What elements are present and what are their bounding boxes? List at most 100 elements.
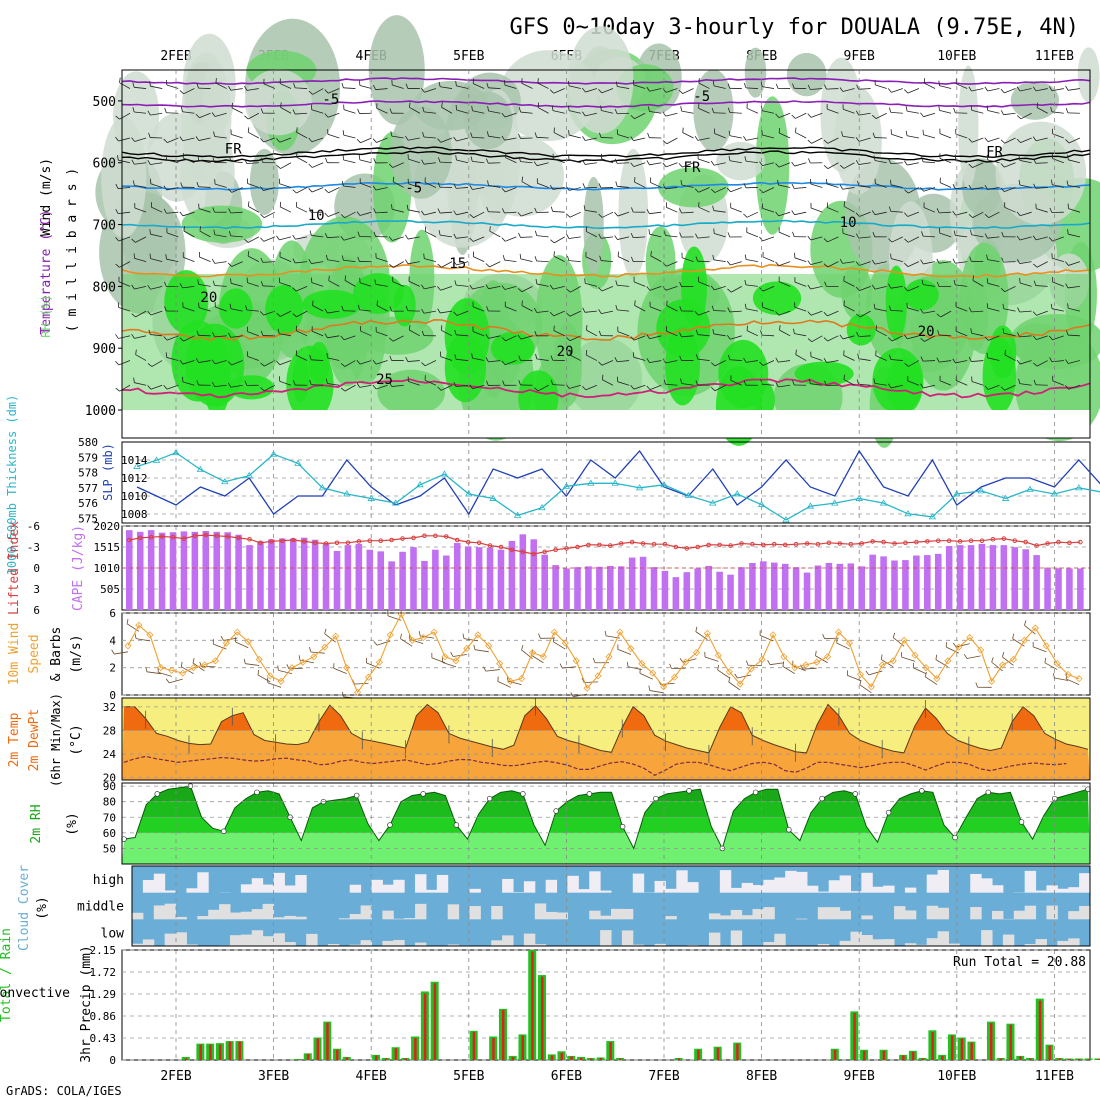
cloud-bar — [719, 870, 732, 893]
cape-bar — [803, 572, 811, 610]
wind-barb — [359, 384, 372, 388]
cloud-bar — [229, 935, 242, 946]
wind-barb — [614, 158, 618, 164]
wind-barb — [537, 102, 540, 108]
precip-conv-bar — [882, 1050, 886, 1060]
wind-barb — [118, 137, 131, 142]
y-axis-label: (6hr Min/Max) — [49, 693, 63, 787]
series-marker — [172, 448, 180, 456]
li-marker — [542, 549, 547, 555]
wind-barb — [150, 162, 163, 165]
precip-conv-bar — [394, 1048, 398, 1060]
li-marker — [946, 538, 952, 544]
wind-marker — [867, 683, 875, 691]
wind-barb — [935, 654, 938, 660]
cloud-bar — [926, 874, 939, 893]
wind-marker — [539, 653, 547, 661]
cape-bar — [639, 556, 647, 610]
wind-barb — [717, 669, 730, 679]
li-marker — [684, 546, 690, 551]
wind-barb — [359, 85, 372, 89]
wind-barb — [182, 211, 195, 217]
wind-barb — [778, 310, 791, 316]
wind-barb — [775, 261, 780, 266]
cape-bar — [475, 547, 483, 610]
series-marker — [465, 490, 473, 497]
wind-barb — [987, 88, 1000, 92]
wind-barb — [698, 158, 710, 164]
wind-barb — [442, 662, 457, 668]
wind-barb — [376, 137, 388, 143]
wind-barb — [678, 332, 682, 337]
wind-barb — [1044, 657, 1046, 663]
wind-barb — [955, 187, 968, 190]
wind-barb — [745, 87, 758, 89]
wind-barb — [1036, 102, 1039, 108]
wind-barb — [375, 283, 388, 287]
series-marker — [855, 494, 863, 501]
series-marker — [513, 511, 522, 518]
wind-barb — [360, 182, 372, 188]
wind-barb — [357, 231, 360, 237]
li-marker — [564, 546, 569, 551]
wind-barb — [562, 666, 577, 669]
cloud-bar — [534, 944, 547, 946]
wind-barb — [586, 329, 598, 337]
wind-barb — [617, 360, 630, 363]
cloud-bar — [839, 910, 851, 920]
wind-barb — [987, 187, 1000, 190]
li-marker — [476, 540, 482, 546]
x-axis-bottom: 2FEB 3FEB 4FEB 5FEB 6FEB 7FEB 8FEB 9FEB 10FEB 11F… — [160, 1069, 1074, 1084]
wind-barb — [775, 357, 779, 363]
wind-barb — [131, 284, 135, 290]
cape-bar — [235, 534, 242, 610]
y-axis-label-li: Lifted Index — [7, 521, 22, 615]
wind-barb — [681, 211, 694, 214]
wind-barb — [536, 162, 549, 167]
wind-barb — [340, 235, 345, 241]
wind-barb — [389, 381, 393, 387]
wind-barb — [247, 355, 259, 361]
wind-barb — [456, 211, 469, 216]
wind-barb — [695, 329, 699, 335]
wind-barb — [536, 235, 549, 238]
cloud-bar — [578, 889, 590, 893]
wind-barb — [327, 236, 340, 239]
wind-barb — [955, 330, 968, 337]
wind-barb — [1019, 282, 1032, 287]
wind-barb — [1049, 86, 1053, 91]
wind-marker — [998, 661, 1007, 669]
li-marker — [159, 534, 165, 539]
wind-barb — [214, 261, 227, 264]
cloud-bar — [872, 939, 884, 946]
wind-barb — [486, 131, 489, 137]
precip-conv-bar — [989, 1023, 993, 1060]
wind-barb — [192, 662, 205, 672]
wind-barb — [901, 656, 916, 662]
wind-barb — [111, 649, 115, 655]
wind-barb — [1004, 206, 1016, 213]
wind-marker — [168, 666, 176, 674]
wind-barb — [326, 352, 329, 358]
wind-barb — [119, 384, 131, 392]
wind-barb — [600, 137, 614, 139]
wind-barb — [665, 360, 678, 364]
wind-barb — [487, 180, 489, 186]
cape-bar — [530, 539, 538, 610]
wind-barb — [955, 261, 968, 264]
wind-barb — [810, 183, 823, 188]
wind-barb — [392, 176, 395, 182]
wind-barb — [986, 105, 989, 111]
wind-marker — [725, 668, 733, 676]
li-marker — [454, 537, 460, 543]
wind-barb — [473, 83, 485, 89]
wind-barb — [431, 657, 446, 664]
cape-bar — [453, 543, 461, 610]
wind-barb — [791, 114, 796, 119]
wind-barb — [1000, 110, 1004, 115]
rh-shading-high — [228, 375, 275, 400]
wind-barb — [791, 161, 795, 167]
wind-barb — [745, 284, 758, 287]
wind-barb — [247, 251, 250, 257]
